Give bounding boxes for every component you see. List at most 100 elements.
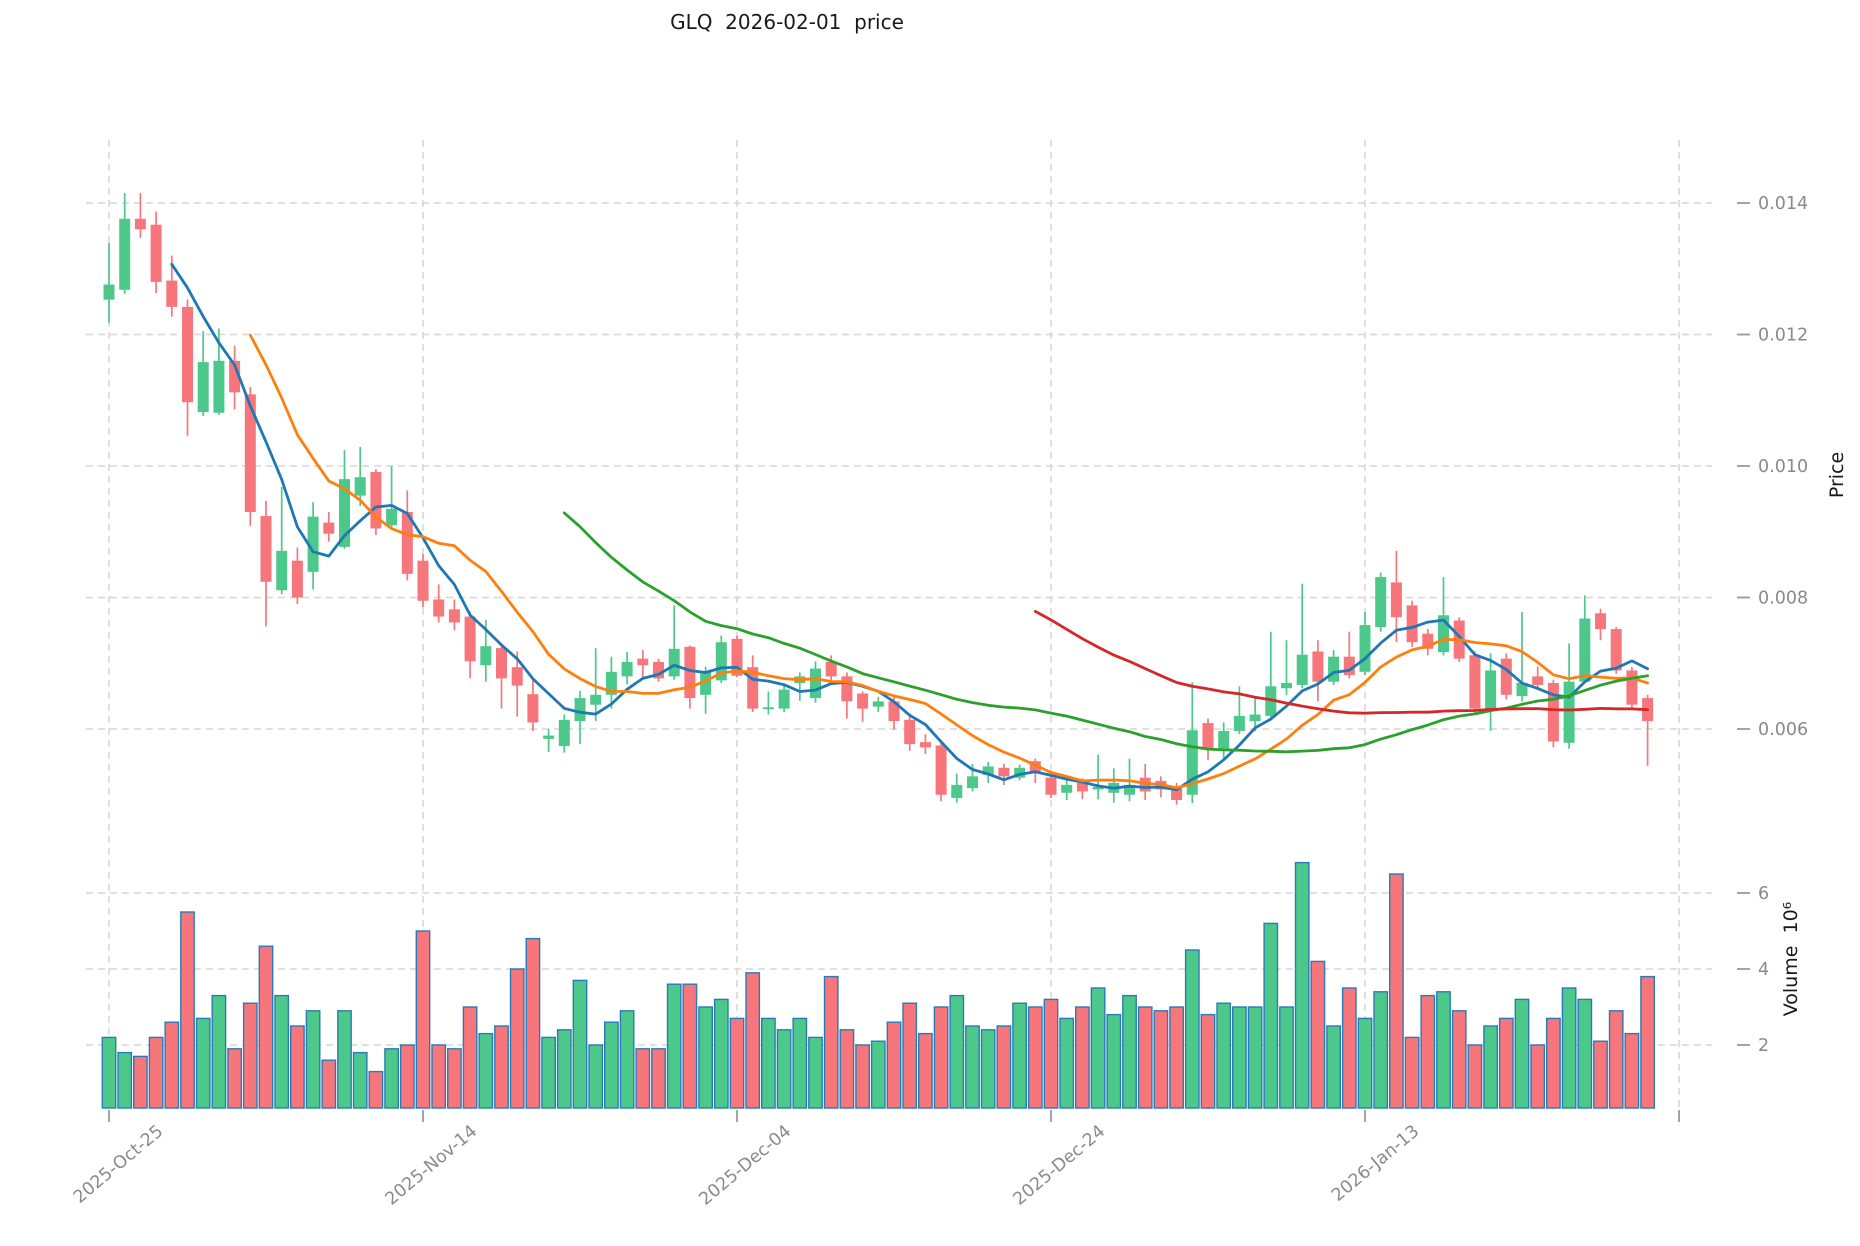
volume-bar — [227, 1048, 242, 1109]
candle-body — [1076, 782, 1088, 792]
candle-body — [700, 671, 712, 695]
date-tick-label: 2025-Dec-04 — [696, 1122, 796, 1210]
candle-body — [1375, 577, 1387, 628]
volume-bar — [431, 1044, 447, 1109]
candle-body — [935, 745, 947, 795]
candle-body — [197, 362, 209, 413]
candle-body — [967, 776, 978, 789]
candle-body — [762, 707, 774, 710]
volume-bar — [164, 1021, 180, 1109]
candle-body — [1595, 613, 1606, 630]
candle-body — [872, 701, 884, 707]
volume-bar — [132, 1055, 148, 1109]
volume-bar — [1169, 1006, 1185, 1109]
candle-body — [527, 694, 539, 723]
volume-bar — [101, 1036, 117, 1109]
price-tick-label: 0.012 — [1758, 326, 1808, 346]
date-tick-label: 2025-Nov-14 — [382, 1122, 482, 1210]
volume-bar — [949, 994, 965, 1109]
candle-body — [1014, 767, 1026, 778]
volume-bar — [745, 972, 761, 1109]
volume-bar — [918, 1032, 933, 1109]
volume-bar — [1514, 998, 1530, 1109]
volume-bar — [556, 1029, 572, 1109]
candle-body — [1438, 615, 1449, 653]
volume-bar — [855, 1044, 871, 1109]
volume-bar — [1624, 1032, 1640, 1109]
candle-body — [323, 522, 335, 534]
volume-panel — [101, 861, 1656, 1109]
candle-body — [229, 360, 241, 393]
candle-body — [1281, 682, 1292, 689]
volume-bar — [258, 945, 274, 1109]
volume-bar — [713, 998, 729, 1109]
volume-bar — [996, 1025, 1012, 1109]
volume-bar — [1404, 1036, 1420, 1109]
volume-bar — [1436, 991, 1451, 1109]
volume-bar — [1012, 1002, 1028, 1109]
candle-body — [386, 508, 398, 526]
chart-title: GLQ 2026-02-01 price — [670, 10, 904, 34]
candle-body — [998, 767, 1010, 777]
volume-bar — [305, 1010, 321, 1109]
candle-body — [370, 471, 382, 529]
volume-bar — [572, 979, 588, 1109]
candle-body — [433, 599, 445, 617]
price-tick-label: 0.010 — [1758, 457, 1808, 477]
candle-body — [417, 560, 429, 601]
volume-bar — [651, 1048, 666, 1109]
volume-bar — [368, 1070, 384, 1109]
volume-bar — [808, 1036, 823, 1109]
volume-bar — [823, 975, 839, 1109]
volume-bar — [290, 1025, 305, 1109]
volume-bar — [1137, 1006, 1153, 1109]
volume-bar — [1640, 975, 1656, 1109]
volume-bar — [195, 1017, 211, 1109]
candle-body — [511, 667, 523, 686]
volume-bar — [478, 1032, 494, 1109]
volume-bar — [242, 1002, 258, 1109]
price-axis-title: Price — [1826, 452, 1848, 498]
volume-bar — [1310, 960, 1326, 1109]
volume-bar — [1530, 1044, 1546, 1109]
volume-bar — [1545, 1017, 1561, 1109]
ma-line-30 — [562, 511, 1649, 754]
candle-body — [1061, 784, 1073, 793]
candle-body — [401, 512, 413, 574]
volume-bar — [1027, 1006, 1043, 1109]
candle-body — [182, 306, 193, 403]
candle-body — [982, 766, 994, 776]
ma-line-60 — [1033, 610, 1649, 715]
candle-body — [841, 676, 853, 702]
volume-bar — [588, 1044, 604, 1109]
volume-bar — [352, 1051, 368, 1109]
volume-bar — [1388, 873, 1404, 1109]
candle-body — [134, 218, 146, 230]
candle-body — [1171, 788, 1183, 801]
volume-bar — [1451, 1010, 1467, 1109]
candle-body — [1218, 730, 1230, 751]
volume-bar — [1122, 994, 1137, 1109]
volume-bar — [337, 1010, 352, 1109]
grid-layer — [86, 140, 1712, 1110]
candle-body — [605, 671, 617, 695]
volume-bar — [1357, 1017, 1373, 1109]
volume-tick-label: 4 — [1758, 960, 1769, 980]
volume-bar — [761, 1017, 776, 1109]
candle-body — [637, 658, 649, 666]
volume-bar — [1231, 1006, 1247, 1109]
volume-bar — [1341, 987, 1357, 1109]
candle-body — [1390, 582, 1402, 618]
candle-body — [1045, 777, 1057, 795]
volume-bar — [1279, 1006, 1294, 1109]
candle-body — [1610, 629, 1622, 671]
volume-bar — [509, 968, 525, 1109]
candle-body — [1563, 681, 1575, 743]
volume-bar — [399, 1044, 415, 1109]
volume-bar — [117, 1051, 133, 1109]
volume-bar — [321, 1059, 337, 1109]
candle-body — [825, 661, 837, 677]
ma-line-10 — [248, 333, 1649, 790]
volume-bar — [604, 1021, 619, 1109]
